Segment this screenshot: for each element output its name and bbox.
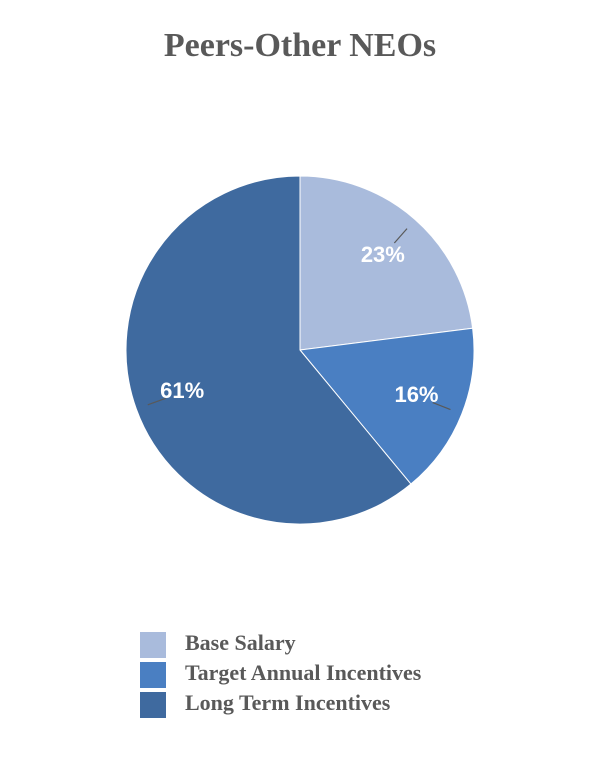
legend-label: Base Salary xyxy=(185,630,296,655)
value-label: 61% xyxy=(160,378,204,403)
legend-swatch xyxy=(140,662,166,688)
legend-swatch xyxy=(140,632,166,658)
legend-swatch xyxy=(140,692,166,718)
legend-label: Long Term Incentives xyxy=(185,690,391,715)
pie-slice xyxy=(299,175,474,351)
leader-line xyxy=(393,228,408,244)
leader-line xyxy=(432,401,451,411)
leader-line xyxy=(147,397,166,406)
pie-slice xyxy=(125,175,412,525)
value-label: 16% xyxy=(394,382,438,407)
pie-slice xyxy=(299,327,475,485)
chart-title: Peers-Other NEOs xyxy=(164,27,436,64)
legend-label: Target Annual Incentives xyxy=(185,660,422,685)
value-label: 23% xyxy=(361,242,405,267)
